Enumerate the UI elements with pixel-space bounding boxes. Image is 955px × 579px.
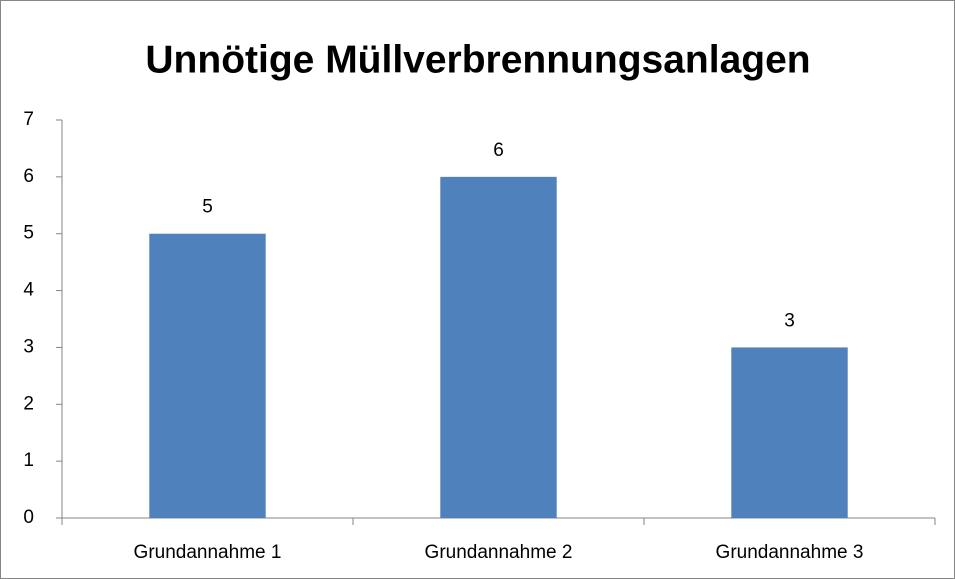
bar [440, 176, 557, 518]
y-tick-label: 6 [23, 166, 34, 187]
y-tick-label: 5 [23, 223, 34, 244]
y-tick-label: 3 [23, 336, 34, 357]
y-tick-label: 2 [23, 393, 34, 414]
x-tick-label: Grundannahme 2 [425, 542, 573, 563]
y-tick-label: 4 [23, 280, 34, 301]
data-label: 3 [784, 310, 795, 331]
y-tick-label: 1 [23, 450, 34, 471]
x-tick-label: Grundannahme 1 [134, 542, 282, 563]
data-label: 5 [202, 197, 213, 218]
bar [149, 233, 266, 518]
data-label: 6 [493, 140, 504, 161]
bar [731, 347, 848, 518]
chart-title: Unnötige Müllverbrennungsanlagen [145, 38, 810, 81]
y-tick-label: 0 [23, 507, 34, 528]
y-tick-label: 7 [23, 109, 34, 130]
x-tick-label: Grundannahme 3 [716, 542, 864, 563]
